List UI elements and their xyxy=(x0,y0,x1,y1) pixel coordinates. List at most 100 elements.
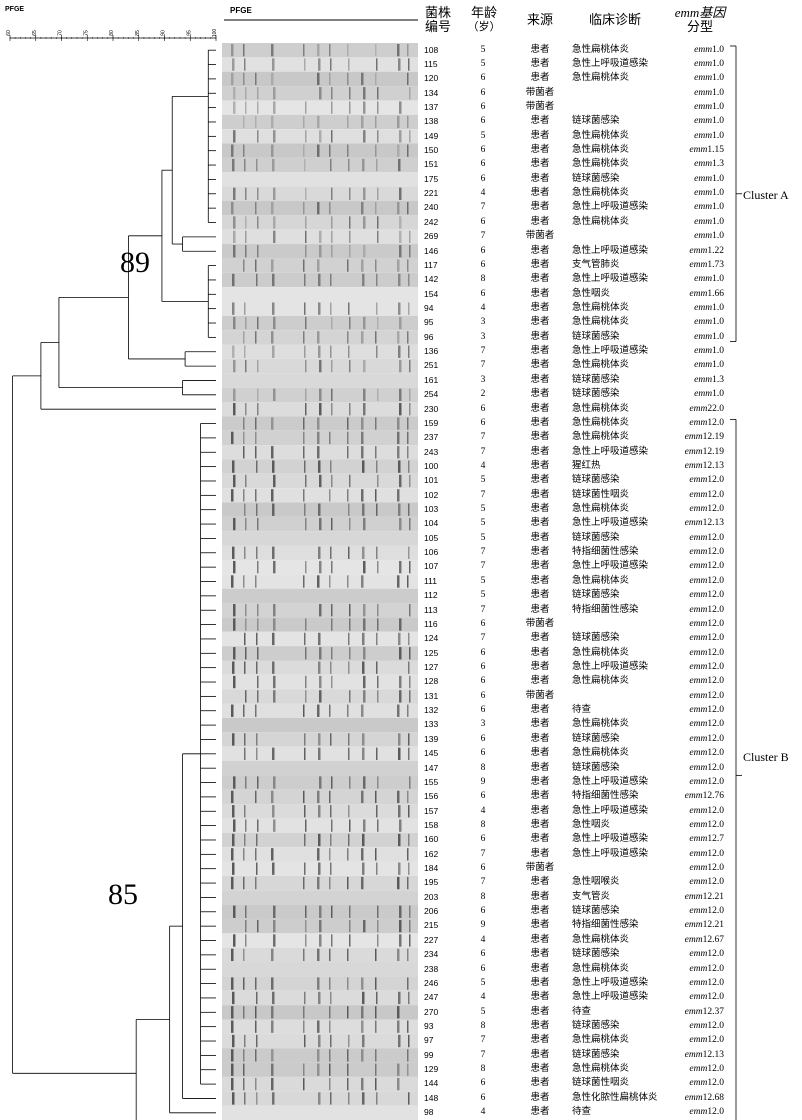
strain-age: 8 xyxy=(480,819,486,830)
gel-band xyxy=(361,977,364,990)
gel-band xyxy=(317,1063,320,1076)
strain-id: 157 xyxy=(424,805,439,816)
strain-diagnosis: 急性扁桃体炎 xyxy=(572,719,630,730)
strain-age: 8 xyxy=(480,891,486,902)
gel-band xyxy=(398,833,401,847)
gel-band xyxy=(376,158,378,172)
gel-lane xyxy=(222,1062,418,1077)
gel-band xyxy=(407,704,409,717)
emm-number: 1.0 xyxy=(712,331,724,342)
gel-band xyxy=(245,776,247,789)
strain-source: 患者 xyxy=(530,202,550,213)
emm-number: 1.22 xyxy=(707,245,724,256)
emm-number: 12.0 xyxy=(707,705,724,716)
emm-number: 12.0 xyxy=(707,1107,724,1118)
emm-number: 1.3 xyxy=(712,374,724,385)
strain-id: 103 xyxy=(424,504,439,515)
gel-band xyxy=(255,331,257,344)
gel-band xyxy=(303,1006,305,1019)
gel-band xyxy=(243,704,245,717)
emm-prefix: emm xyxy=(689,977,708,988)
gel-band xyxy=(256,991,258,1005)
gel-band xyxy=(375,1020,377,1033)
gel-band xyxy=(255,848,257,861)
gel-band xyxy=(349,474,351,488)
gel-band xyxy=(304,273,306,287)
gel-band xyxy=(362,546,365,559)
strain-age: 3 xyxy=(480,331,486,342)
gel-band xyxy=(377,388,379,401)
gel-band xyxy=(399,216,402,229)
emm-prefix: emm xyxy=(689,748,708,759)
gel-band xyxy=(397,446,400,459)
strain-id: 100 xyxy=(424,460,439,471)
gel-band xyxy=(273,130,276,143)
gel-lane xyxy=(222,287,418,302)
strain-emm-type: emm12.7 xyxy=(672,834,724,845)
emm-prefix: emm xyxy=(694,101,713,112)
gel-band xyxy=(376,862,378,875)
strain-source: 患者 xyxy=(530,1049,550,1060)
gel-lane xyxy=(222,761,418,776)
emm-number: 12.0 xyxy=(707,561,724,572)
gel-band xyxy=(330,546,332,559)
strain-diagnosis: 急性扁桃体炎 xyxy=(572,317,630,328)
strain-age: 7 xyxy=(480,848,486,859)
gel-band xyxy=(231,201,234,215)
gel-band xyxy=(317,72,320,86)
strain-source: 患者 xyxy=(530,1064,550,1075)
gel-band xyxy=(408,805,410,818)
strain-emm-type: emm12.0 xyxy=(672,605,724,616)
header-emm: emm基因 分型 xyxy=(670,6,730,34)
gel-band xyxy=(398,805,401,818)
gel-band xyxy=(317,790,320,804)
gel-band xyxy=(231,575,234,588)
strain-age: 4 xyxy=(480,992,486,1003)
strain-age: 6 xyxy=(480,1078,486,1089)
strain-source: 患者 xyxy=(530,259,550,270)
emm-number: 12.0 xyxy=(707,977,724,988)
gel-band xyxy=(305,101,307,114)
gel-band xyxy=(409,403,411,416)
gel-band xyxy=(245,316,247,330)
strain-emm-type: emm12.0 xyxy=(672,719,724,730)
gel-band xyxy=(361,431,364,445)
gel-band xyxy=(408,302,410,315)
emm-prefix: emm xyxy=(689,547,708,558)
gel-band xyxy=(398,1034,401,1048)
gel-band xyxy=(304,345,306,358)
emm-number: 12.0 xyxy=(707,877,724,888)
gel-band xyxy=(349,776,351,789)
gel-band xyxy=(303,575,305,588)
gel-band xyxy=(272,158,275,172)
gel-lane xyxy=(222,71,418,87)
gel-lane xyxy=(222,976,418,991)
gel-lane xyxy=(222,143,418,158)
gel-band xyxy=(273,776,276,789)
gel-band xyxy=(271,790,274,804)
gel-band xyxy=(377,690,379,703)
strain-age: 5 xyxy=(480,504,486,515)
emm-number: 12.0 xyxy=(707,690,724,701)
strain-source: 带菌者 xyxy=(525,231,555,242)
strain-diagnosis: 急性上呼吸道感染 xyxy=(572,202,649,213)
gel-band xyxy=(232,158,235,172)
strain-id: 137 xyxy=(424,101,439,112)
scale-tick-label: 75 xyxy=(83,30,89,36)
gel-band xyxy=(375,259,377,272)
strain-emm-type: emm12.0 xyxy=(672,992,724,1003)
gel-band xyxy=(408,58,410,71)
gel-band xyxy=(318,345,321,358)
gel-band xyxy=(375,115,377,129)
gel-lane xyxy=(222,574,418,589)
strain-source: 患者 xyxy=(530,159,550,170)
emm-number: 12.0 xyxy=(707,863,724,874)
gel-band xyxy=(256,546,258,559)
strain-diagnosis: 急性扁桃体炎 xyxy=(572,188,630,199)
strain-emm-type: emm1.0 xyxy=(672,131,724,142)
gel-band xyxy=(348,345,350,358)
strain-diagnosis: 急性扁桃体炎 xyxy=(572,963,630,974)
gel-band xyxy=(377,230,379,244)
gel-band xyxy=(331,230,333,244)
gel-band xyxy=(233,647,236,660)
